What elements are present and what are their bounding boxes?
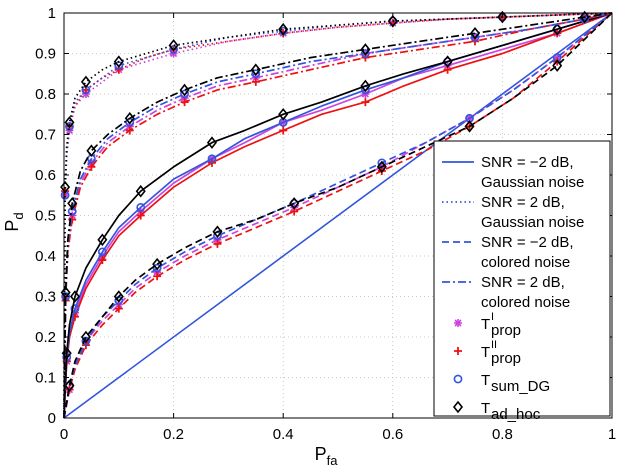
x-tick-label: 0 <box>60 426 68 443</box>
x-tick-label: 0.6 <box>382 426 403 443</box>
legend-label-cont: Gaussian noise <box>481 214 584 231</box>
x-axis-label-sub: fa <box>327 453 339 468</box>
legend-label-cont: colored noise <box>481 254 570 271</box>
y-tick-label: 0.9 <box>35 46 56 63</box>
legend: SNR = −2 dB, Gaussian noise SNR = 2 dB, Gau… <box>434 141 610 423</box>
y-tick-label: 0 <box>48 410 56 427</box>
legend-label-cont: colored noise <box>481 294 570 311</box>
y-axis-label-sub: d <box>11 212 26 219</box>
legend-entry-text: T <box>481 400 490 417</box>
legend-entry-sub: sum_DG <box>491 378 550 395</box>
x-tick-label: 1 <box>608 426 616 443</box>
legend-entry-base: T <box>481 316 490 333</box>
legend-entry-text: T <box>481 344 490 361</box>
legend-label: SNR = 2 dB, <box>481 194 565 211</box>
legend-entry-sub: prop <box>491 322 521 339</box>
legend-label: SNR = −2 dB, <box>481 154 574 171</box>
y-tick-label: 0.8 <box>35 86 56 103</box>
y-tick-label: 0.1 <box>35 370 56 387</box>
roc-chart: 0 0.2 0.4 0.6 0.8 1 0 0.1 0.2 0.3 0.4 0.5 0.6 0.7 0.8 0… <box>0 0 623 471</box>
y-tick-label: 1 <box>48 5 56 22</box>
legend-entry-sub: ad_hoc <box>491 406 541 423</box>
y-tick-label: 0.3 <box>35 289 56 306</box>
legend-entry-base: T <box>481 400 490 417</box>
x-tick-label: 0.2 <box>163 426 184 443</box>
legend-marker-star <box>454 319 462 327</box>
x-tick-label: 0.4 <box>273 426 294 443</box>
legend-label: SNR = 2 dB, <box>481 274 565 291</box>
legend-entry-base: T <box>481 344 490 361</box>
legend-label: SNR = −2 dB, <box>481 234 574 251</box>
legend-label-cont: Gaussian noise <box>481 174 584 191</box>
y-tick-label: 0.7 <box>35 127 56 144</box>
legend-entry-sub: prop <box>491 350 521 367</box>
legend-entry-base: T <box>481 372 490 389</box>
x-axis-label-main: P <box>315 444 327 464</box>
y-tick-label: 0.6 <box>35 167 56 184</box>
x-tick-label: 0.8 <box>492 426 513 443</box>
y-tick-label: 0.4 <box>35 248 56 265</box>
legend-entry-text: T <box>481 372 490 389</box>
y-axis-label-main: P <box>2 220 22 232</box>
legend-entry-text: T <box>481 316 490 333</box>
y-tick-label: 0.5 <box>35 208 56 225</box>
y-tick-label: 0.2 <box>35 329 56 346</box>
